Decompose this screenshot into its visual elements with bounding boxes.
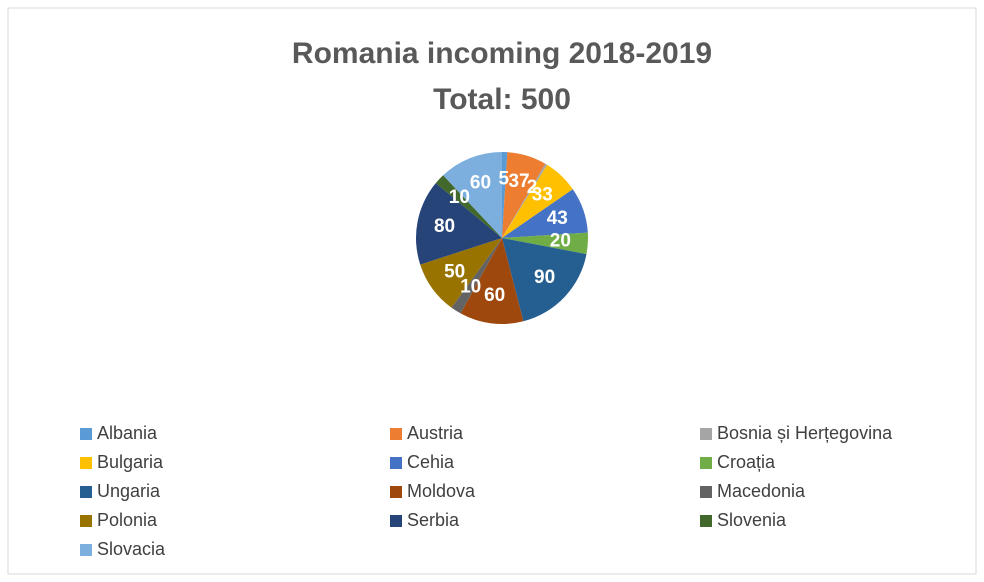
legend-label: Moldova [407, 481, 476, 501]
data-label: 60 [470, 173, 491, 194]
data-label: 20 [550, 231, 571, 252]
legend-box [30, 418, 974, 568]
legend-swatch [80, 515, 92, 527]
pie-slice [502, 152, 546, 238]
legend-label: Austria [407, 423, 464, 443]
legend-swatch [80, 486, 92, 498]
legend-label: Polonia [97, 510, 158, 530]
pie-slice [502, 152, 508, 238]
legend-label: Bulgaria [97, 452, 164, 472]
pie-slice [420, 238, 502, 308]
legend-label: Albania [97, 423, 158, 443]
data-label: 33 [532, 185, 553, 206]
legend-swatch [390, 486, 402, 498]
legend-swatch [390, 515, 402, 527]
chart-subtitle: Total: 500 [433, 83, 571, 116]
legend-label: Slovacia [97, 539, 166, 559]
legend-swatch [80, 428, 92, 440]
legend-swatch [700, 457, 712, 469]
legend-label: Bosnia și Herțegovina [717, 423, 893, 443]
pie-slice [435, 175, 502, 238]
legend-swatch [80, 544, 92, 556]
data-label: 80 [434, 216, 455, 237]
data-label: 10 [449, 187, 470, 208]
data-label: 90 [534, 267, 555, 288]
legend-label: Serbia [407, 510, 460, 530]
data-label: 37 [508, 171, 529, 192]
legend-swatch [700, 515, 712, 527]
legend-swatch [390, 457, 402, 469]
legend-swatch [700, 428, 712, 440]
pie-slice [502, 189, 588, 238]
data-label: 50 [444, 261, 465, 282]
data-label: 10 [460, 276, 481, 297]
data-label: 2 [527, 177, 538, 198]
pie-slice [502, 163, 548, 238]
pie-slice [451, 238, 502, 314]
pie-slice [415, 183, 502, 265]
data-label: 60 [484, 285, 505, 306]
legend-swatch [700, 486, 712, 498]
legend-swatch [80, 457, 92, 469]
legend-label: Cehia [407, 452, 455, 472]
legend-swatch [390, 428, 402, 440]
pie-slice [502, 232, 588, 255]
legend-label: Macedonia [717, 481, 806, 501]
data-label: 43 [547, 208, 568, 229]
legend-label: Slovenia [717, 510, 787, 530]
data-label: 5 [499, 169, 510, 190]
pie-slice [460, 238, 524, 324]
pie-slice [502, 238, 587, 322]
pie-slice [502, 164, 573, 238]
chart-title: Romania incoming 2018-2019 [292, 37, 712, 70]
legend-label: Ungaria [97, 481, 161, 501]
legend-label: Croația [717, 452, 776, 472]
pie-slice [443, 152, 502, 238]
